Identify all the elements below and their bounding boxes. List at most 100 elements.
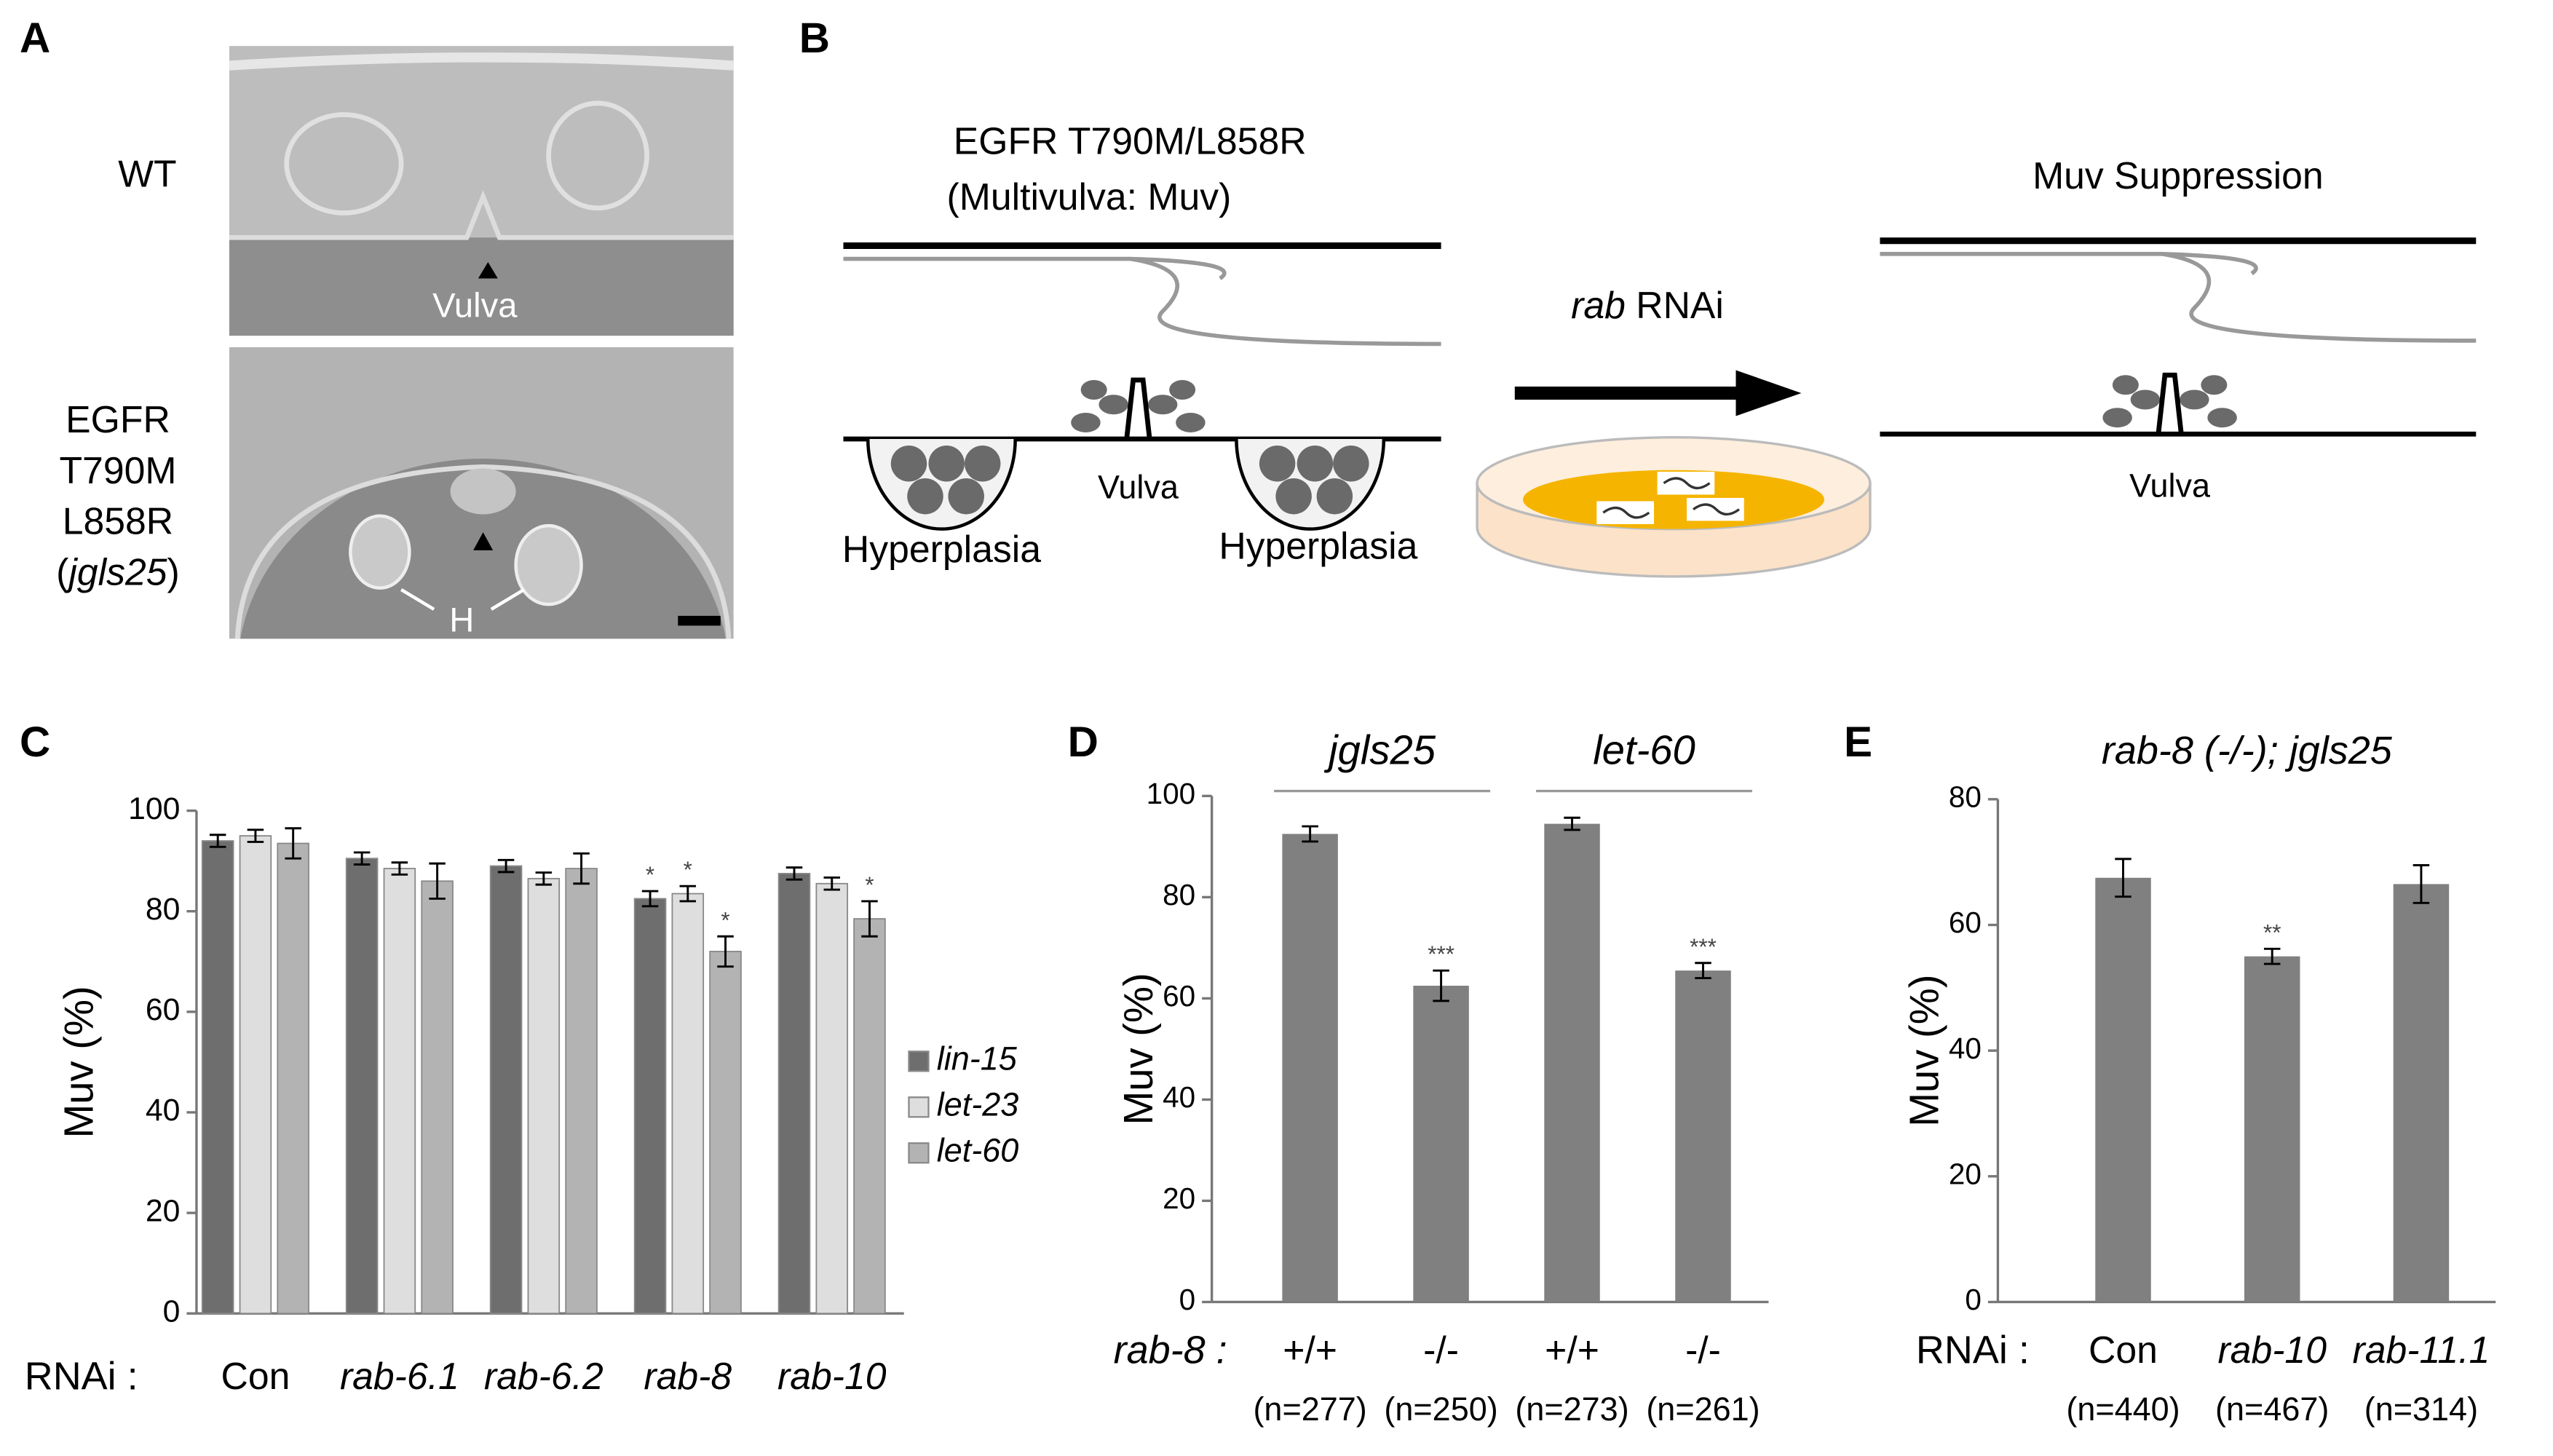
x-tick-label: rab-10 bbox=[2217, 1329, 2327, 1371]
bar bbox=[201, 840, 234, 1315]
sample-size: (n=467) bbox=[2215, 1390, 2329, 1428]
bar bbox=[853, 918, 886, 1315]
bar bbox=[709, 951, 742, 1315]
diagram-label: Vulva bbox=[1098, 469, 1179, 506]
y-tick-label: 40 bbox=[1949, 1032, 1982, 1065]
y-axis-label: Muv (%) bbox=[55, 986, 101, 1138]
label-genotype: EGFR bbox=[66, 398, 170, 440]
sample-size: (n=273) bbox=[1515, 1390, 1628, 1428]
y-tick-label: 100 bbox=[1147, 777, 1196, 810]
y-tick-label: 0 bbox=[1179, 1283, 1196, 1316]
bar bbox=[671, 893, 705, 1315]
panel-label: A bbox=[20, 15, 50, 62]
legend-label: let-60 bbox=[937, 1132, 1019, 1169]
legend-label: lin-15 bbox=[937, 1040, 1018, 1077]
label-h: H bbox=[449, 601, 474, 639]
diagram-label: Hyperplasia bbox=[1219, 524, 1417, 566]
diagram-subtitle: (Multivulva: Muv) bbox=[947, 175, 1232, 218]
micrograph-mutant bbox=[229, 347, 734, 639]
significance: *** bbox=[1428, 941, 1454, 967]
x-tick-label: rab-6.1 bbox=[340, 1355, 459, 1397]
x-tick-label: Con bbox=[221, 1355, 290, 1397]
panel-label: C bbox=[20, 719, 50, 766]
sample-size: (n=440) bbox=[2066, 1390, 2180, 1428]
worm-diagram-left bbox=[843, 242, 1441, 531]
paren: ) bbox=[167, 550, 180, 593]
x-axis-label: RNAi : bbox=[1916, 1328, 2030, 1372]
y-tick-label: 20 bbox=[1163, 1182, 1195, 1215]
panel-label: E bbox=[1844, 719, 1872, 766]
x-tick-label: rab-6.2 bbox=[484, 1355, 603, 1397]
y-tick-label: 80 bbox=[146, 892, 181, 927]
bar bbox=[239, 835, 272, 1315]
y-axis-label: Muv (%) bbox=[1901, 975, 1947, 1127]
chart-title: rab-8 (-/-); jgls25 bbox=[2102, 729, 2393, 772]
x-tick-label: +/+ bbox=[1545, 1329, 1599, 1371]
sample-size: (n=314) bbox=[2364, 1390, 2478, 1428]
gene: rab bbox=[1571, 284, 1626, 326]
significance: *** bbox=[1690, 933, 1717, 960]
bar bbox=[2244, 956, 2300, 1302]
x-axis-label: rab-8 : bbox=[1114, 1328, 1227, 1372]
label-vulva: Vulva bbox=[432, 286, 518, 325]
label-wt: WT bbox=[118, 153, 176, 195]
y-tick-label: 60 bbox=[1163, 979, 1195, 1013]
bar bbox=[565, 868, 598, 1315]
bar bbox=[1675, 970, 1731, 1302]
paren: ( bbox=[56, 550, 68, 593]
diagram-title: EGFR T790M/L858R bbox=[954, 120, 1307, 162]
bar bbox=[777, 873, 811, 1315]
method: RNAi bbox=[1636, 284, 1724, 326]
bar bbox=[633, 898, 667, 1315]
y-tick-label: 20 bbox=[146, 1193, 181, 1228]
y-tick-label: 100 bbox=[128, 791, 180, 826]
micrograph-wt bbox=[229, 46, 734, 336]
panel-label: D bbox=[1068, 719, 1099, 766]
panel-label: B bbox=[799, 15, 830, 62]
y-tick-label: 0 bbox=[1965, 1283, 1982, 1316]
x-axis-label: RNAi : bbox=[25, 1354, 138, 1398]
x-tick-label: -/- bbox=[1423, 1329, 1459, 1371]
y-tick-label: 0 bbox=[163, 1294, 181, 1329]
y-tick-label: 40 bbox=[146, 1093, 181, 1128]
y-tick-label: 80 bbox=[1949, 780, 1982, 814]
x-tick-label: Con bbox=[2089, 1329, 2158, 1371]
y-tick-label: 20 bbox=[1949, 1158, 1982, 1191]
diagram-title: Muv Suppression bbox=[2032, 154, 2324, 197]
worm-diagram-right bbox=[1880, 237, 2477, 437]
significance: * bbox=[865, 871, 874, 898]
legend-swatch bbox=[908, 1096, 930, 1118]
bar bbox=[345, 858, 379, 1315]
bar bbox=[1413, 986, 1469, 1302]
legend-swatch bbox=[908, 1051, 930, 1072]
group-label: let-60 bbox=[1593, 727, 1695, 773]
significance: ** bbox=[2263, 919, 2281, 945]
bar bbox=[2095, 877, 2151, 1302]
label-genotype: T790M bbox=[59, 449, 176, 491]
arrow-label: rab RNAi bbox=[1571, 284, 1724, 326]
bar bbox=[1544, 823, 1600, 1302]
bar bbox=[421, 880, 454, 1315]
significance: * bbox=[721, 906, 729, 933]
group-label: jgls25 bbox=[1323, 727, 1436, 773]
rnai-arrow-dish bbox=[1476, 370, 1872, 578]
y-axis-label: Muv (%) bbox=[1115, 973, 1161, 1125]
label-genotype: L858R bbox=[63, 500, 173, 542]
x-tick-label: rab-10 bbox=[777, 1355, 887, 1397]
y-tick-label: 80 bbox=[1163, 878, 1195, 911]
diagram-label: Hyperplasia bbox=[842, 528, 1041, 570]
sample-size: (n=250) bbox=[1384, 1390, 1497, 1428]
bar bbox=[1282, 834, 1338, 1302]
significance: * bbox=[646, 861, 654, 887]
bar bbox=[277, 842, 309, 1315]
bar bbox=[815, 882, 849, 1315]
bar bbox=[489, 865, 523, 1315]
y-tick-label: 60 bbox=[146, 992, 181, 1027]
bar bbox=[383, 868, 416, 1315]
label-strain: (jgls25) bbox=[56, 550, 180, 593]
legend-swatch bbox=[908, 1142, 930, 1164]
y-tick-label: 60 bbox=[1949, 906, 1982, 939]
x-tick-label: +/+ bbox=[1283, 1329, 1337, 1371]
